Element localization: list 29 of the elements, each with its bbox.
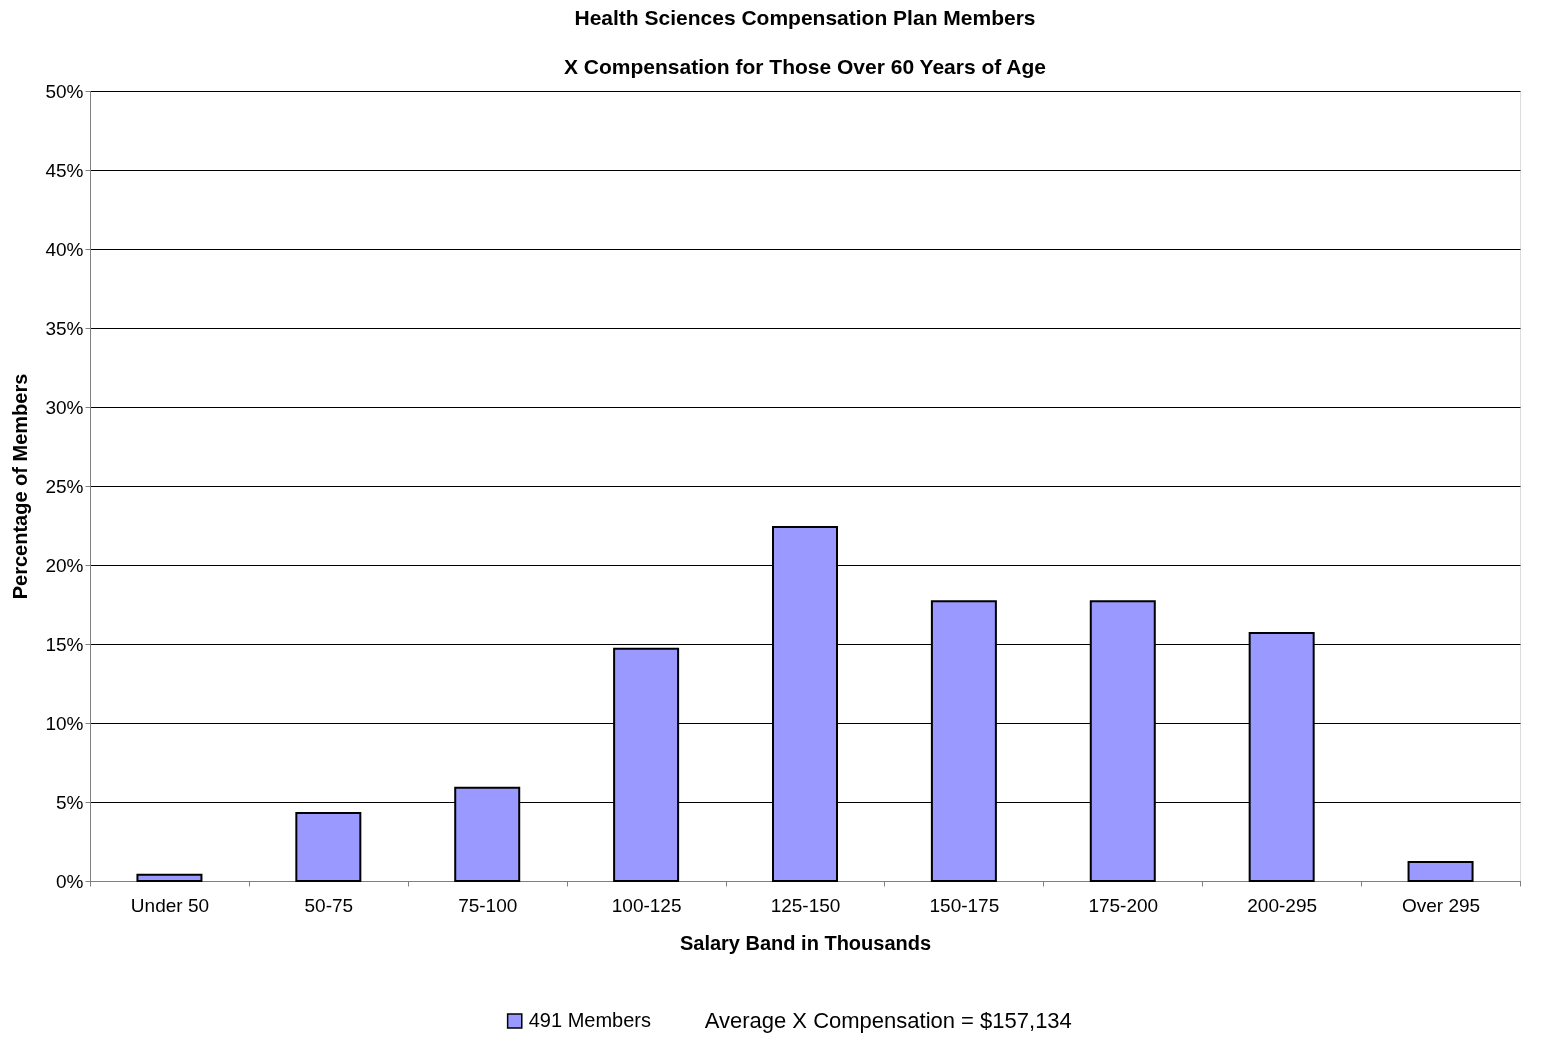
bar (295, 812, 362, 882)
x-tick-label: 75-100 (458, 894, 518, 916)
y-tick-label: 25% (45, 475, 84, 497)
y-tick-label: 15% (45, 633, 84, 655)
y-tick-label: 5% (56, 791, 84, 813)
bar (1407, 861, 1474, 882)
x-tick-label: Over 295 (1401, 894, 1481, 916)
y-tick-label: 40% (45, 238, 84, 260)
x-tick-label: 100-125 (611, 894, 682, 916)
x-tick-label: 150-175 (929, 894, 1000, 916)
text: Average X Compensation = $157,134 (704, 1008, 1072, 1033)
x-axis-title: Salary Band in Thousands (679, 931, 932, 954)
x-tick-label: 50-75 (304, 894, 354, 916)
legend-label: 491 Members (528, 1009, 651, 1031)
y-tick-label: 20% (45, 554, 84, 576)
bar (136, 873, 203, 882)
y-axis-title: Percentage of Members (9, 373, 32, 600)
x-tick-label: 175-200 (1088, 894, 1159, 916)
y-tick-label: 45% (45, 159, 84, 181)
chart-title: Health Sciences Compensation Plan Members (574, 6, 1036, 29)
y-tick-label: 35% (45, 317, 84, 339)
chart-subtitle: X Compensation for Those Over 60 Years of Age (564, 55, 1046, 78)
y-tick-label: 10% (45, 712, 84, 734)
x-tick-label: 200-295 (1247, 894, 1318, 916)
y-tick-label: 0% (56, 870, 84, 892)
y-tick-label: 50% (45, 80, 84, 102)
y-tick-label: 30% (45, 396, 84, 418)
x-tick-label: Under 50 (130, 894, 210, 916)
x-tick-label: 125-150 (770, 894, 841, 916)
